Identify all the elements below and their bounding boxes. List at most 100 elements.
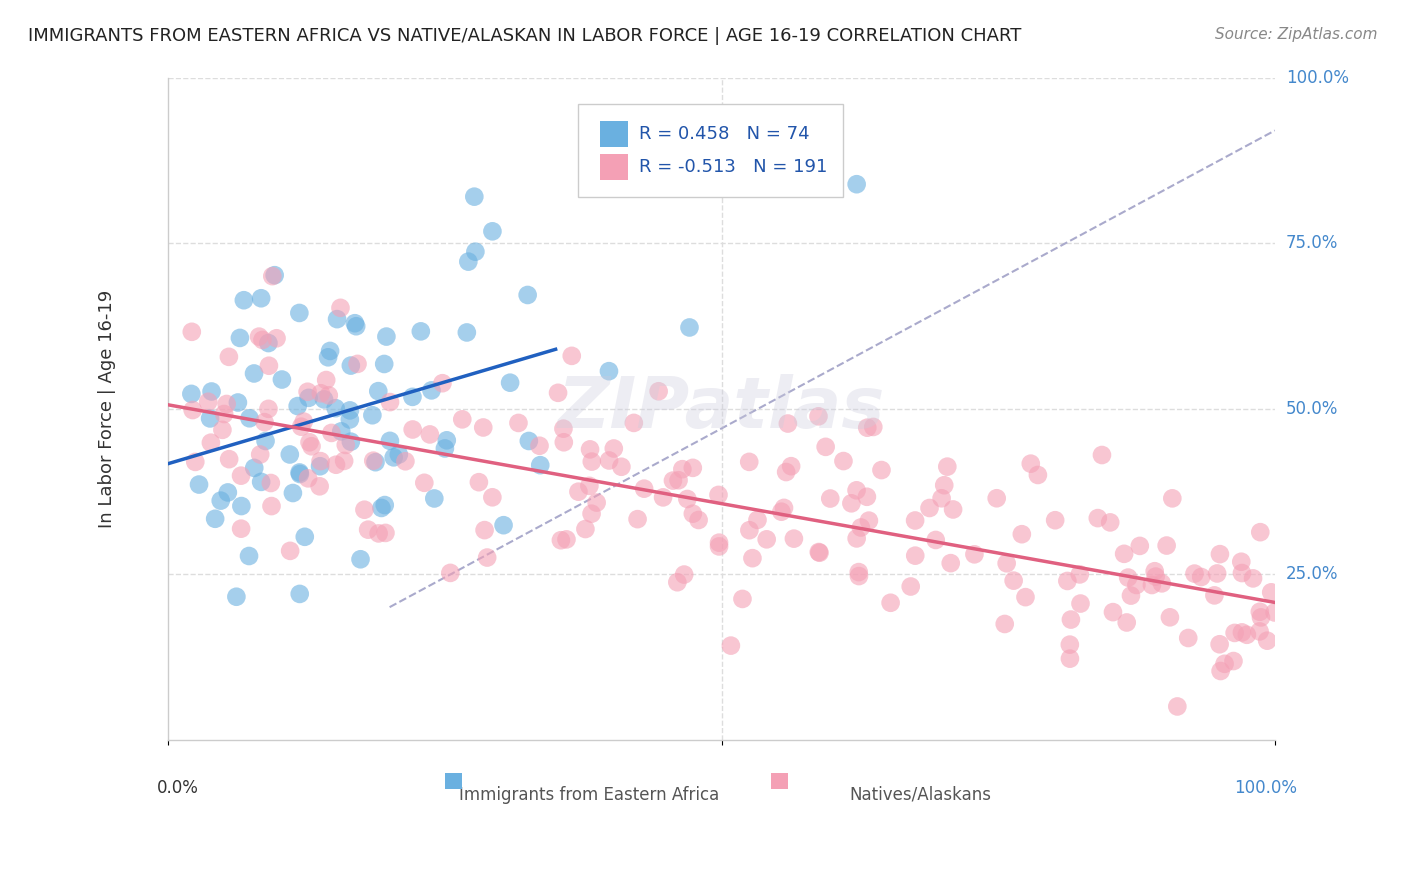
Point [288, 587, 311, 601]
Point [1043, 513, 1066, 527]
Point [257, 336, 280, 351]
Point [676, 491, 699, 506]
Point [775, 465, 797, 479]
Point [474, 523, 496, 537]
Point [439, 566, 461, 580]
Point [298, 391, 321, 405]
Point [994, 617, 1017, 632]
Point [738, 455, 761, 469]
Point [262, 269, 284, 284]
Point [856, 420, 879, 434]
Point [682, 461, 704, 475]
Point [626, 512, 648, 526]
Point [936, 459, 959, 474]
Point [200, 384, 222, 399]
Point [547, 385, 569, 400]
Point [475, 550, 498, 565]
Point [339, 403, 361, 417]
Text: 75.0%: 75.0% [1286, 234, 1339, 252]
Point [288, 467, 311, 481]
Point [361, 409, 384, 423]
Point [918, 501, 941, 516]
Point [180, 325, 202, 339]
Point [325, 401, 347, 416]
Point [1014, 590, 1036, 604]
Point [309, 454, 332, 468]
Point [218, 350, 240, 364]
Point [776, 417, 799, 431]
Point [673, 567, 696, 582]
Point [550, 533, 572, 548]
Point [260, 499, 283, 513]
Point [780, 459, 803, 474]
Point [755, 533, 778, 547]
Point [451, 412, 474, 426]
Point [1099, 516, 1122, 530]
Point [647, 384, 669, 399]
Point [330, 425, 353, 439]
Point [1059, 638, 1081, 652]
Point [367, 384, 389, 399]
Point [343, 316, 366, 330]
Point [188, 477, 211, 491]
Point [364, 455, 387, 469]
Point [1060, 613, 1083, 627]
Point [731, 591, 754, 606]
Point [1256, 633, 1278, 648]
Point [942, 502, 965, 516]
Point [1161, 491, 1184, 506]
Point [271, 372, 294, 386]
Point [1204, 588, 1226, 602]
Point [229, 522, 252, 536]
Point [581, 454, 603, 468]
Point [1002, 574, 1025, 588]
Point [553, 435, 575, 450]
Point [581, 507, 603, 521]
Point [1184, 566, 1206, 581]
Point [808, 546, 831, 560]
Point [1091, 448, 1114, 462]
Point [574, 522, 596, 536]
Point [266, 331, 288, 345]
Point [378, 434, 401, 448]
Point [481, 224, 503, 238]
Point [1230, 566, 1253, 580]
Point [1222, 654, 1244, 668]
Point [1230, 555, 1253, 569]
Bar [600, 120, 627, 147]
Point [741, 551, 763, 566]
Point [229, 331, 252, 345]
Point [848, 569, 870, 583]
Point [508, 416, 530, 430]
Point [1206, 566, 1229, 581]
Point [312, 392, 335, 407]
Point [243, 461, 266, 475]
Point [1116, 571, 1139, 585]
Point [1209, 664, 1232, 678]
Point [1159, 610, 1181, 624]
Point [346, 357, 368, 371]
Point [281, 486, 304, 500]
Text: IMMIGRANTS FROM EASTERN AFRICA VS NATIVE/ALASKAN IN LABOR FORCE | AGE 16-19 CORR: IMMIGRANTS FROM EASTERN AFRICA VS NATIVE… [28, 27, 1022, 45]
Point [652, 491, 675, 505]
Point [603, 442, 626, 456]
Point [308, 479, 330, 493]
Point [707, 488, 730, 502]
Point [335, 438, 357, 452]
Point [668, 473, 690, 487]
Point [357, 523, 380, 537]
Point [301, 439, 323, 453]
Point [585, 495, 607, 509]
Point [986, 491, 1008, 506]
Point [257, 401, 280, 416]
Point [858, 514, 880, 528]
Text: 50.0%: 50.0% [1286, 400, 1339, 417]
Text: Source: ZipAtlas.com: Source: ZipAtlas.com [1215, 27, 1378, 42]
Point [862, 420, 884, 434]
Point [553, 422, 575, 436]
Point [904, 514, 927, 528]
Text: Immigrants from Eastern Africa: Immigrants from Eastern Africa [458, 786, 718, 804]
Point [402, 422, 425, 436]
Point [180, 387, 202, 401]
Point [481, 490, 503, 504]
